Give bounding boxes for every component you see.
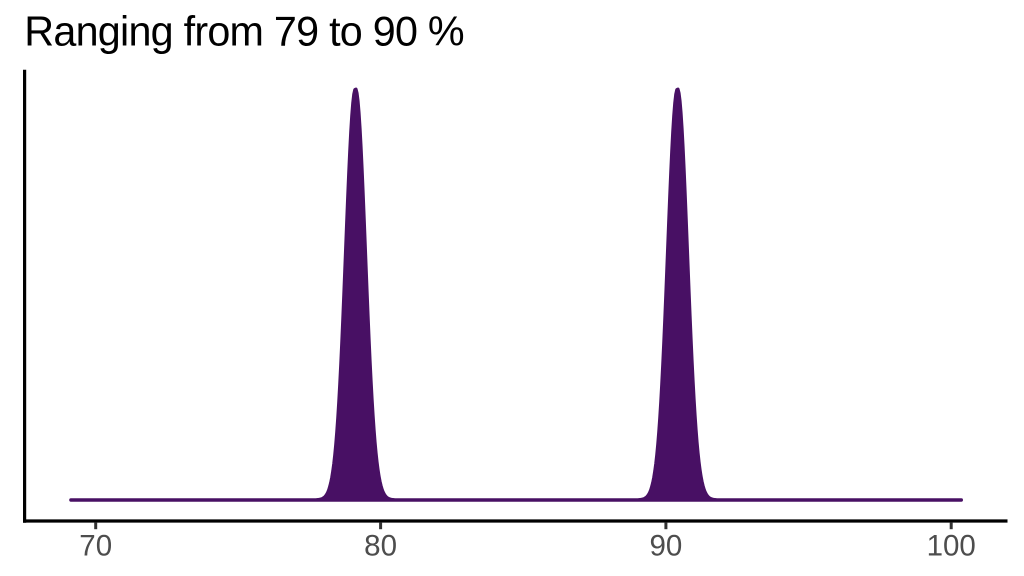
- svg-text:100: 100: [927, 530, 976, 563]
- svg-text:Ranging from 79 to 90 %: Ranging from 79 to 90 %: [24, 9, 464, 55]
- svg-text:80: 80: [364, 530, 397, 563]
- svg-text:70: 70: [79, 530, 112, 563]
- svg-text:90: 90: [649, 530, 682, 563]
